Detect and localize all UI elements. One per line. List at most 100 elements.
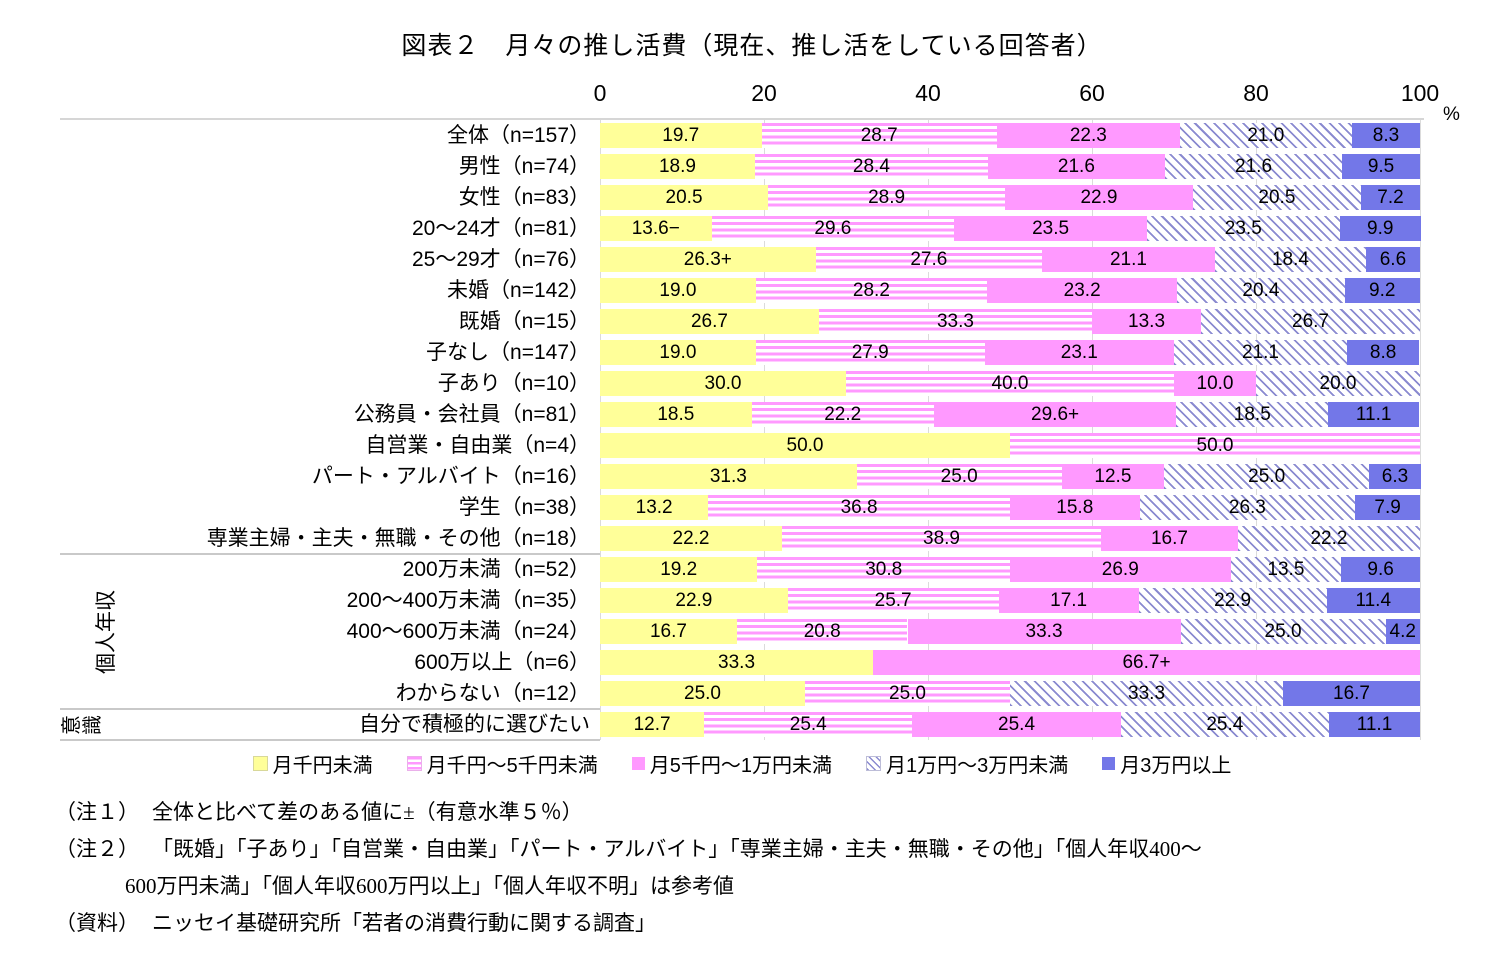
bar-segment [1092,309,1202,334]
bar-segment-label: 29.6 [814,218,852,239]
bar-segment-label: 50.0 [786,435,824,456]
bar-segment-label: 21.6 [1057,156,1095,177]
bar-segment [600,216,712,241]
bar-row: 200万未満（n=52） 19.2 30.8 26.9 13.5 9.6 [60,554,1424,585]
bar-row: 20～24才（n=81） 13.6− 29.6 23.5 23.5 9.9 [60,213,1424,244]
bar-segment [600,557,758,582]
note-label [55,868,125,905]
bar-segment-label: 33.3 [1025,621,1063,642]
bar-segment [754,154,988,179]
bar-segment [1061,464,1165,489]
bar-segment-label: 30.8 [865,559,903,580]
bar-segment-label: 22.2 [1310,528,1348,549]
bar-segment [1215,247,1366,272]
bar-segment [1146,216,1340,241]
row-label: 600万以上（n=6） [414,651,590,674]
bar-segment [1164,154,1343,179]
group-divider [60,708,600,710]
bar-row: 600万以上（n=6） 33.3 66.7+ [60,647,1424,678]
bar-row: 専業主婦・主夫・無職・その他（n=18） 22.2 38.9 16.7 22.2 [60,523,1424,554]
bar-segment [1201,309,1420,334]
bar-segment [1385,619,1420,644]
bar-segment-label: 18.4 [1271,249,1309,270]
group-divider [60,553,600,555]
bar-segment-label: 23.5 [1224,218,1262,239]
legend-label: 月3万円以上 [1120,754,1232,777]
bar-segment [1010,433,1420,458]
bar-segment [761,123,997,148]
bar-segment-label: 16.7 [1333,683,1370,704]
legend-marker [406,755,422,771]
bar-segment-label: 22.9 [1214,590,1252,611]
bar-segment-label: 33.3 [936,311,974,332]
bar-segment [708,495,1010,520]
row-label: 200万未満（n=52） [402,558,590,581]
row-label: 全体（n=157） [447,124,590,147]
bar-segment-label: 25.0 [940,466,978,487]
bar-segment [704,712,913,737]
stacked-bar: 26.3+ 27.6 21.1 18.4 6.6 [600,247,1420,272]
bar-segment-label: 28.4 [852,156,890,177]
bar-segment [768,185,1006,210]
bar-segment-label: 26.7 [690,311,728,332]
row-label: 200～400万未満（n=35） [346,589,590,612]
row-label: パート・アルバイト（n=16） [311,465,590,488]
bar-segment [600,340,756,365]
bar-segment [1351,123,1420,148]
bar-segment [1101,526,1238,551]
bar-segment [600,123,762,148]
bar-segment [1138,588,1327,613]
row-label: 子あり（n=10） [437,372,590,395]
stacked-bar: 25.0 25.0 33.3 16.7 [600,681,1420,706]
row-label: 自分で積極的に選びたい [359,713,590,736]
note-text: 600万円未満」「個人年収600万円以上」「個人年収不明」は参考値 [125,874,734,898]
bar-row: 400～600万未満（n=24） 16.7 20.8 33.3 25.0 4.2 [60,616,1424,647]
stacked-bar: 16.7 20.8 33.3 25.0 4.2 [600,619,1420,644]
bar-segment-label: 8.8 [1369,342,1397,363]
note-text: 全体と比べて差のある値に±（有意水準５％） [152,800,583,824]
x-axis-tick: 100 [1400,80,1440,106]
bar-segment-label: 22.9 [675,590,713,611]
bar-segment-label: 36.8 [840,497,878,518]
row-label: 25～29才（n=76） [411,248,590,271]
bar-segment-label: 18.5 [1233,404,1271,425]
bar-segment [755,278,988,303]
bar-segment-label: 33.3 [1128,683,1166,704]
bar-segment-label: 25.0 [889,683,926,704]
bar-segment-label: 19.0 [659,342,697,363]
note-line: 600万円未満」「個人年収600万円以上」「個人年収不明」は参考値 [55,868,1475,905]
row-label: 学生（n=38） [458,496,590,519]
bar-segment [1341,557,1420,582]
bar-segment [987,278,1178,303]
bar-segment [600,464,857,489]
bar-segment-label: 21.0 [1247,125,1285,146]
notes: （注１） 全体と比べて差のある値に±（有意水準５％） （注２） 「既婚」「子あり」「自… [55,794,1475,942]
bar-segment [1347,340,1420,365]
bar-segment [1230,557,1342,582]
stacked-bar: 18.5 22.2 29.6+ 18.5 11.1 [600,402,1420,427]
bar-segment-label: 21.1 [1242,342,1279,363]
bar-segment [846,371,1174,396]
bar-segment-label: 19.0 [659,280,697,301]
page-title: 図表２ 月々の推し活費（現在、推し活をしている回答者） [401,33,1103,60]
bar-segment-label: 50.0 [1196,435,1234,456]
bar-segment-label: 25.4 [789,714,827,735]
bar-segment-label: 66.7+ [1122,652,1171,673]
bar-segment-label: 20.8 [803,621,841,642]
bar-segment-label: 25.0 [684,683,721,704]
legend-marker [866,755,881,771]
bar-segment-label: 20.4 [1242,280,1280,301]
legend-label: 月5千円～1万円未満 [649,754,832,777]
bar-segment-label: 7.2 [1377,187,1404,208]
bar-segment [805,681,1010,706]
stacked-bar: 26.7 33.3 13.3 26.7 [600,309,1420,334]
bar-segment-label: 26.9 [1101,559,1139,580]
legend-item: 月千円未満 [252,749,373,778]
bar-segment-label: 25.0 [1248,466,1286,487]
bar-segment [987,154,1165,179]
bar-segment [600,278,756,303]
bar-row: 自営業・自由業（n=4） 50.0 50.0 [60,430,1424,461]
bar-segment-label: 21.6 [1235,156,1273,177]
legend: 月千円未満 月千円～5千円未満 月5千円～1万円未満 月1万円～3万円未満 月3万円以上 [60,746,1424,780]
